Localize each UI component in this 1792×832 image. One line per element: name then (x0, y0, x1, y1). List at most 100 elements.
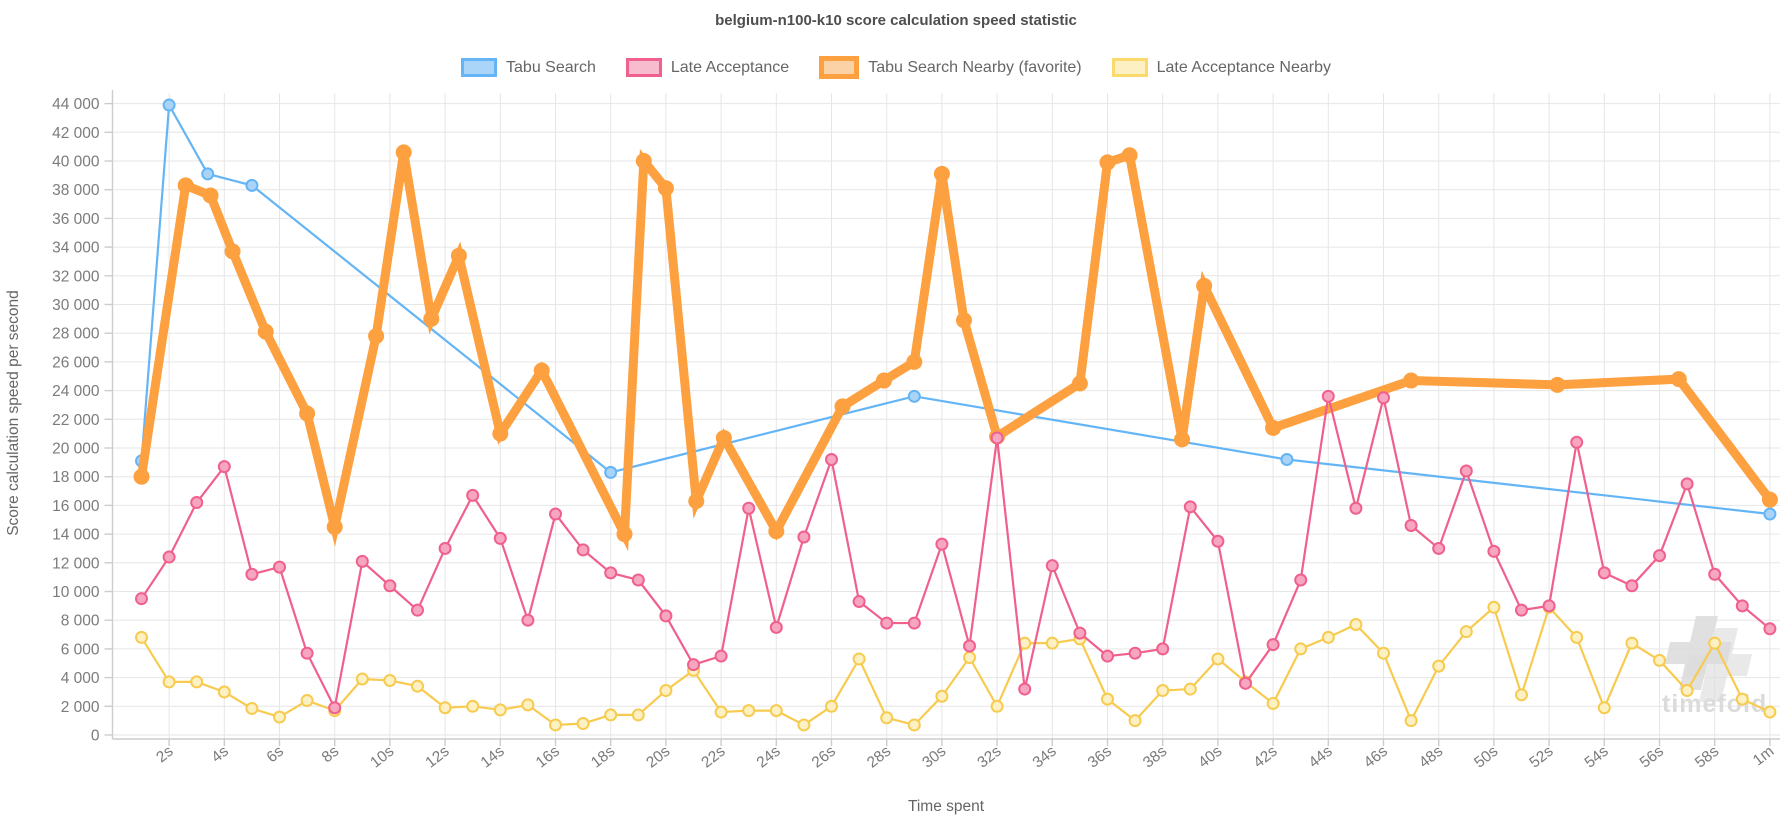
data-point-tabu-search-nearby-favorite[interactable] (533, 362, 550, 379)
data-point-late-acceptance-nearby[interactable] (1432, 659, 1446, 673)
data-point-tabu-search-nearby-favorite[interactable] (1265, 419, 1282, 436)
legend-item-late-acceptance-nearby[interactable]: Late Acceptance Nearby (1111, 58, 1331, 77)
data-point-tabu-search[interactable] (162, 98, 176, 112)
data-point-tabu-search-nearby-favorite[interactable] (933, 165, 950, 182)
data-point-late-acceptance-nearby[interactable] (659, 684, 673, 698)
data-point-late-acceptance[interactable] (1018, 682, 1032, 696)
data-point-tabu-search-nearby-favorite[interactable] (1403, 372, 1420, 389)
data-point-tabu-search-nearby-favorite[interactable] (635, 153, 652, 169)
data-point-tabu-search[interactable] (1763, 507, 1777, 521)
data-point-late-acceptance[interactable] (328, 701, 342, 715)
data-point-late-acceptance[interactable] (1294, 573, 1308, 587)
data-point-late-acceptance-nearby[interactable] (1211, 652, 1225, 666)
data-point-late-acceptance[interactable] (1432, 541, 1446, 555)
data-point-late-acceptance-nearby[interactable] (1708, 636, 1722, 650)
data-point-tabu-search-nearby-favorite[interactable] (224, 243, 241, 260)
legend-item-late-acceptance[interactable]: Late Acceptance (625, 58, 789, 77)
data-point-late-acceptance-nearby[interactable] (742, 704, 756, 718)
data-point-late-acceptance-nearby[interactable] (190, 675, 204, 689)
data-point-late-acceptance-nearby[interactable] (245, 701, 259, 715)
data-point-tabu-search[interactable] (604, 465, 618, 479)
data-point-late-acceptance[interactable] (438, 541, 452, 555)
data-point-late-acceptance[interactable] (852, 595, 866, 609)
data-point-tabu-search[interactable] (245, 178, 259, 192)
data-point-late-acceptance-nearby[interactable] (604, 708, 618, 722)
data-point-late-acceptance-nearby[interactable] (300, 694, 314, 708)
legend-item-tabu-search[interactable]: Tabu Search (461, 58, 596, 77)
data-point-tabu-search-nearby-favorite[interactable] (1761, 491, 1778, 508)
data-point-late-acceptance[interactable] (466, 488, 480, 502)
data-point-late-acceptance-nearby[interactable] (466, 699, 480, 713)
data-point-tabu-search-nearby-favorite[interactable] (1174, 431, 1191, 448)
data-point-late-acceptance-nearby[interactable] (162, 675, 176, 689)
data-point-late-acceptance-nearby[interactable] (1515, 688, 1528, 702)
data-point-late-acceptance-nearby[interactable] (1735, 692, 1749, 706)
data-point-late-acceptance-nearby[interactable] (1377, 646, 1390, 660)
data-point-tabu-search-nearby-favorite[interactable] (657, 180, 674, 197)
data-point-late-acceptance[interactable] (1597, 566, 1611, 580)
data-point-tabu-search-nearby-favorite[interactable] (768, 523, 785, 540)
data-point-tabu-search-nearby-favorite[interactable] (1196, 277, 1213, 294)
data-point-tabu-search-nearby-favorite[interactable] (492, 425, 509, 442)
data-point-late-acceptance[interactable] (1073, 626, 1087, 640)
data-point-late-acceptance[interactable] (769, 620, 783, 634)
data-point-late-acceptance[interactable] (576, 543, 590, 557)
data-point-late-acceptance-nearby[interactable] (576, 717, 590, 731)
data-point-late-acceptance-nearby[interactable] (1045, 636, 1059, 650)
data-point-late-acceptance-nearby[interactable] (1183, 682, 1197, 696)
data-point-late-acceptance-nearby[interactable] (1349, 618, 1363, 632)
data-point-tabu-search-nearby-favorite[interactable] (202, 187, 219, 204)
data-point-late-acceptance[interactable] (825, 452, 838, 466)
data-point-late-acceptance-nearby[interactable] (1404, 714, 1418, 728)
data-point-tabu-search-nearby-favorite[interactable] (834, 398, 851, 415)
data-point-tabu-search-nearby-favorite[interactable] (395, 144, 412, 161)
data-point-late-acceptance[interactable] (1515, 603, 1528, 617)
data-point-late-acceptance-nearby[interactable] (963, 651, 976, 665)
data-point-late-acceptance[interactable] (742, 501, 756, 515)
data-point-late-acceptance-nearby[interactable] (1459, 625, 1473, 639)
data-point-late-acceptance[interactable] (797, 530, 811, 544)
data-point-late-acceptance[interactable] (1735, 599, 1749, 613)
data-point-late-acceptance[interactable] (1239, 676, 1252, 690)
data-point-late-acceptance-nearby[interactable] (1680, 684, 1694, 698)
data-point-late-acceptance-nearby[interactable] (1597, 701, 1611, 715)
data-point-late-acceptance[interactable] (1377, 391, 1390, 405)
data-point-late-acceptance[interactable] (1680, 477, 1694, 491)
data-point-late-acceptance-nearby[interactable] (383, 673, 397, 687)
data-point-late-acceptance[interactable] (1570, 435, 1584, 449)
data-point-late-acceptance[interactable] (1101, 649, 1114, 663)
data-point-late-acceptance[interactable] (217, 460, 231, 474)
data-point-late-acceptance[interactable] (549, 507, 562, 521)
data-point-late-acceptance[interactable] (1183, 500, 1197, 514)
data-point-late-acceptance[interactable] (1321, 389, 1335, 403)
data-point-tabu-search-nearby-favorite[interactable] (1121, 147, 1138, 164)
data-point-late-acceptance-nearby[interactable] (769, 704, 783, 718)
data-point-late-acceptance-nearby[interactable] (355, 672, 369, 686)
data-point-tabu-search-nearby-favorite[interactable] (423, 310, 440, 327)
data-point-late-acceptance[interactable] (687, 658, 700, 672)
data-point-late-acceptance[interactable] (907, 616, 921, 630)
data-point-late-acceptance[interactable] (1156, 642, 1170, 656)
data-point-late-acceptance[interactable] (135, 592, 148, 606)
data-point-late-acceptance-nearby[interactable] (1763, 705, 1777, 719)
data-point-late-acceptance[interactable] (190, 496, 204, 510)
data-point-tabu-search-nearby-favorite[interactable] (368, 328, 385, 345)
data-point-tabu-search-nearby-favorite[interactable] (955, 312, 972, 329)
data-point-late-acceptance-nearby[interactable] (1294, 642, 1308, 656)
data-point-late-acceptance[interactable] (245, 567, 259, 581)
data-point-late-acceptance-nearby[interactable] (1625, 636, 1639, 650)
data-point-late-acceptance-nearby[interactable] (990, 699, 1004, 713)
data-point-late-acceptance-nearby[interactable] (135, 630, 148, 644)
data-point-late-acceptance-nearby[interactable] (1487, 600, 1501, 614)
data-point-late-acceptance[interactable] (162, 550, 176, 564)
data-point-late-acceptance-nearby[interactable] (1128, 714, 1142, 728)
data-point-late-acceptance[interactable] (1487, 544, 1501, 558)
data-point-late-acceptance[interactable] (631, 573, 645, 587)
data-point-tabu-search-nearby-favorite[interactable] (616, 526, 633, 543)
data-point-late-acceptance-nearby[interactable] (852, 652, 866, 666)
data-point-late-acceptance[interactable] (935, 537, 949, 551)
data-point-late-acceptance-nearby[interactable] (825, 699, 838, 713)
data-point-late-acceptance-nearby[interactable] (1266, 696, 1280, 710)
data-point-tabu-search-nearby-favorite[interactable] (257, 323, 274, 340)
data-point-late-acceptance-nearby[interactable] (1156, 684, 1170, 698)
